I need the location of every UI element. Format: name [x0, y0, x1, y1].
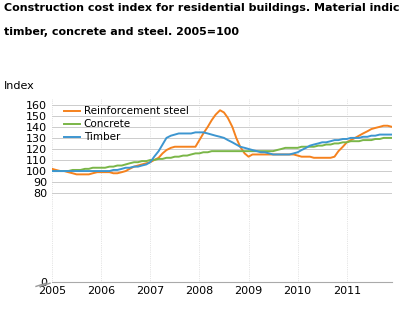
Timber — [50, 169, 54, 173]
Timber — [328, 139, 333, 143]
Reinforcement steel — [50, 167, 54, 171]
Legend: Reinforcement steel, Concrete, Timber: Reinforcement steel, Concrete, Timber — [64, 106, 189, 142]
Reinforcement steel — [218, 108, 222, 112]
Text: Index: Index — [4, 81, 35, 91]
Concrete — [308, 145, 312, 149]
Concrete — [50, 169, 54, 173]
Reinforcement steel — [390, 125, 394, 129]
Concrete — [324, 143, 328, 147]
Line: Reinforcement steel: Reinforcement steel — [52, 110, 392, 174]
Timber — [205, 132, 210, 135]
Reinforcement steel — [205, 125, 210, 129]
Concrete — [54, 169, 58, 173]
Line: Timber: Timber — [52, 132, 392, 171]
Concrete — [70, 168, 75, 172]
Reinforcement steel — [70, 171, 75, 175]
Timber — [70, 169, 75, 173]
Reinforcement steel — [226, 116, 230, 120]
Reinforcement steel — [54, 168, 58, 172]
Concrete — [390, 136, 394, 140]
Reinforcement steel — [332, 155, 337, 159]
Timber — [193, 131, 198, 134]
Timber — [312, 143, 316, 147]
Line: Concrete: Concrete — [52, 138, 392, 171]
Text: Construction cost index for residential buildings. Material indices for: Construction cost index for residential … — [4, 3, 400, 13]
Concrete — [218, 149, 222, 153]
Timber — [390, 133, 394, 137]
Timber — [54, 169, 58, 173]
Text: timber, concrete and steel. 2005=100: timber, concrete and steel. 2005=100 — [4, 27, 239, 37]
Timber — [222, 136, 226, 140]
Concrete — [201, 150, 206, 154]
Concrete — [381, 136, 386, 140]
Reinforcement steel — [316, 156, 321, 160]
Reinforcement steel — [74, 172, 79, 176]
